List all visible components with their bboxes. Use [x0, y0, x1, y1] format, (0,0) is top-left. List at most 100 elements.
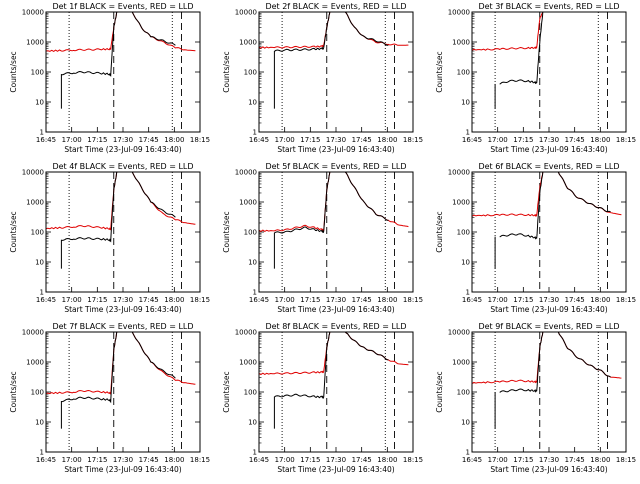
x-tick-label: 17:15: [513, 136, 533, 144]
events-series-line: [274, 11, 389, 52]
x-tick-label: 18:00: [377, 136, 397, 144]
x-tick-label: 17:15: [87, 296, 107, 304]
x-tick-label: 16:45: [249, 456, 269, 464]
x-tick-label: 16:45: [462, 456, 482, 464]
y-tick-label: 1000: [26, 199, 44, 207]
y-tick-label: 100: [244, 229, 257, 237]
x-tick-label: 16:45: [462, 136, 482, 144]
x-tick-label: 17:00: [488, 136, 508, 144]
x-tick-label: 17:30: [113, 136, 133, 144]
y-tick-label: 1000: [452, 39, 470, 47]
y-tick-label: 10000: [448, 9, 470, 17]
y-tick-label: 10: [35, 259, 44, 267]
y-axis-label: Counts/sec: [9, 211, 18, 252]
x-tick-label: 17:45: [139, 136, 159, 144]
y-tick-label: 10: [35, 419, 44, 427]
events-series-line: [274, 171, 389, 234]
x-axis-label: Start Time (23-Jul-09 16:43:40): [64, 145, 181, 154]
x-tick-label: 17:15: [300, 136, 320, 144]
x-tick-label: 16:45: [36, 456, 56, 464]
y-tick-label: 1: [253, 129, 257, 137]
x-tick-label: 18:15: [190, 296, 210, 304]
panel-2: Det 2f BLACK = Events, RED = LLD Counts/s…: [222, 2, 423, 154]
x-tick-label: 16:45: [249, 136, 269, 144]
panel-title: Det 4f BLACK = Events, RED = LLD: [52, 162, 193, 171]
x-tick-label: 17:30: [326, 136, 346, 144]
x-tick-label: 17:45: [139, 456, 159, 464]
panel-title: Det 2f BLACK = Events, RED = LLD: [265, 2, 406, 11]
x-tick-label: 17:45: [352, 136, 372, 144]
y-tick-label: 1000: [26, 39, 44, 47]
events-series-line: [274, 331, 389, 399]
x-tick-label: 17:45: [565, 296, 585, 304]
y-tick-label: 100: [244, 389, 257, 397]
plot-frame: [258, 11, 414, 133]
plot-frame: [45, 171, 201, 293]
y-tick-label: 10: [248, 419, 257, 427]
x-tick-label: 17:00: [275, 456, 295, 464]
lld-series-line: [258, 11, 409, 49]
x-tick-label: 18:00: [164, 296, 184, 304]
y-tick-label: 100: [244, 69, 257, 77]
y-tick-label: 100: [457, 69, 470, 77]
x-axis-label: Start Time (23-Jul-09 16:43:40): [277, 145, 394, 154]
x-tick-label: 17:15: [87, 456, 107, 464]
panel-1: Det 1f BLACK = Events, RED = LLD Counts/s…: [9, 2, 210, 154]
x-axis-label: Start Time (23-Jul-09 16:43:40): [490, 305, 607, 314]
panel-title: Det 5f BLACK = Events, RED = LLD: [265, 162, 406, 171]
x-tick-label: 17:45: [139, 296, 159, 304]
x-tick-label: 17:30: [539, 296, 559, 304]
y-tick-label: 1: [253, 289, 257, 297]
x-tick-label: 17:15: [300, 296, 320, 304]
y-tick-label: 1: [466, 129, 470, 137]
x-axis-label: Start Time (23-Jul-09 16:43:40): [277, 305, 394, 314]
x-axis-label: Start Time (23-Jul-09 16:43:40): [490, 145, 607, 154]
panel-title: Det 3f BLACK = Events, RED = LLD: [478, 2, 619, 11]
y-tick-label: 1000: [239, 359, 257, 367]
plot-frame: [471, 331, 627, 453]
y-tick-label: 10: [35, 99, 44, 107]
y-tick-label: 10000: [22, 329, 44, 337]
y-axis-label: Counts/sec: [435, 211, 444, 252]
lld-series-line: [45, 171, 196, 231]
plot-frame: [471, 11, 627, 133]
y-tick-label: 10: [461, 259, 470, 267]
x-tick-label: 18:00: [590, 136, 610, 144]
y-tick-label: 100: [31, 69, 44, 77]
events-series-line: [499, 331, 611, 393]
lld-series-line: [471, 331, 622, 385]
events-series-line: [61, 11, 176, 77]
x-tick-label: 17:00: [62, 296, 82, 304]
x-tick-label: 16:45: [36, 296, 56, 304]
x-tick-label: 17:15: [513, 456, 533, 464]
y-tick-label: 1: [40, 129, 44, 137]
panel-6: Det 6f BLACK = Events, RED = LLD Counts/s…: [435, 162, 636, 314]
x-tick-label: 18:15: [403, 456, 423, 464]
x-tick-label: 17:30: [326, 456, 346, 464]
x-tick-label: 18:15: [616, 296, 636, 304]
y-tick-label: 10000: [22, 169, 44, 177]
panel-3: Det 3f BLACK = Events, RED = LLD Counts/s…: [435, 2, 636, 154]
y-tick-label: 100: [31, 229, 44, 237]
x-tick-label: 18:15: [403, 296, 423, 304]
x-axis-label: Start Time (23-Jul-09 16:43:40): [277, 465, 394, 474]
events-series-line: [61, 331, 176, 404]
y-tick-label: 10: [248, 259, 257, 267]
y-axis-label: Counts/sec: [9, 51, 18, 92]
x-tick-label: 17:00: [488, 456, 508, 464]
y-tick-label: 10000: [235, 169, 257, 177]
x-tick-label: 17:30: [113, 456, 133, 464]
y-tick-label: 10000: [448, 329, 470, 337]
x-tick-label: 17:45: [565, 456, 585, 464]
x-tick-label: 18:00: [377, 456, 397, 464]
lld-series-line: [258, 331, 409, 376]
panel-7: Det 7f BLACK = Events, RED = LLD Counts/s…: [9, 322, 210, 474]
x-axis-label: Start Time (23-Jul-09 16:43:40): [64, 465, 181, 474]
x-tick-label: 17:30: [539, 456, 559, 464]
y-tick-label: 10: [461, 419, 470, 427]
lld-series-line: [258, 171, 409, 232]
plot-frame: [258, 331, 414, 453]
lld-series-line: [45, 11, 196, 52]
plot-frame: [258, 171, 414, 293]
x-axis-label: Start Time (23-Jul-09 16:43:40): [64, 305, 181, 314]
